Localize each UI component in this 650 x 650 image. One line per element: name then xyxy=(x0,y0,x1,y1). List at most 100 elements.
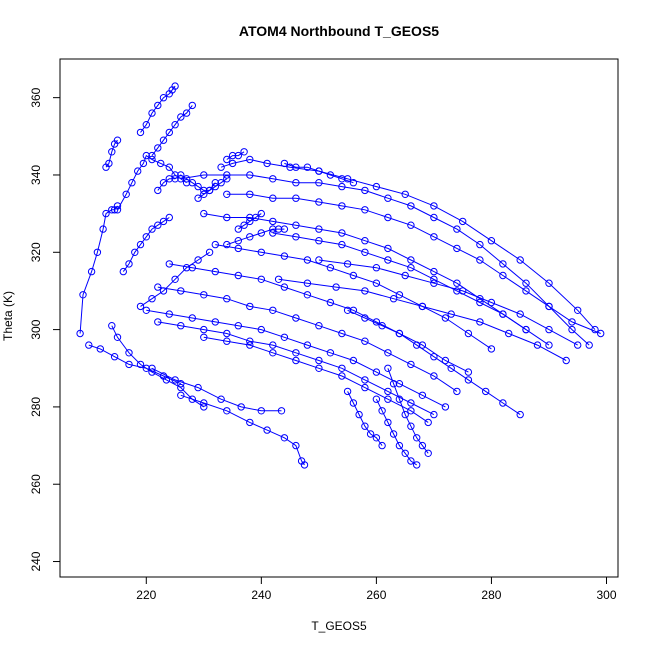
data-point xyxy=(108,206,116,214)
series-13 xyxy=(177,171,593,349)
data-point xyxy=(211,240,220,249)
data-point xyxy=(165,128,174,137)
series-21 xyxy=(154,318,438,419)
data-point xyxy=(499,310,507,318)
data-point xyxy=(453,387,461,396)
data-point xyxy=(154,283,162,291)
series-31 xyxy=(223,148,248,164)
data-point xyxy=(487,345,496,353)
data-point xyxy=(177,287,185,295)
data-point xyxy=(389,295,398,303)
data-point xyxy=(200,190,208,199)
data-point xyxy=(545,341,553,349)
data-point xyxy=(125,260,133,268)
data-point xyxy=(128,179,136,187)
data-point xyxy=(99,225,107,233)
data-point xyxy=(401,190,409,199)
data-point xyxy=(343,306,352,314)
data-point xyxy=(522,287,530,295)
series-line xyxy=(238,213,262,230)
data-point xyxy=(401,449,409,457)
data-point xyxy=(516,410,524,419)
data-point xyxy=(136,240,145,249)
data-point xyxy=(188,179,197,187)
x-tick-label: 300 xyxy=(596,588,616,602)
data-point xyxy=(315,179,323,187)
data-point xyxy=(274,275,283,283)
series-8 xyxy=(148,101,197,160)
data-point xyxy=(338,372,346,380)
data-point xyxy=(349,179,358,187)
data-point xyxy=(372,182,381,191)
data-point xyxy=(407,422,415,430)
data-point xyxy=(134,167,142,175)
data-point xyxy=(246,213,254,222)
data-point xyxy=(148,368,156,376)
data-point xyxy=(574,306,582,314)
data-point xyxy=(292,441,300,450)
data-point xyxy=(269,341,277,349)
data-point xyxy=(217,395,225,403)
data-point xyxy=(93,248,102,257)
series-30 xyxy=(234,209,265,233)
series-line xyxy=(157,286,458,392)
data-point xyxy=(349,356,358,365)
series-line xyxy=(284,162,354,184)
data-point xyxy=(217,163,225,171)
data-point xyxy=(407,399,415,407)
data-point xyxy=(223,240,231,249)
data-point xyxy=(315,364,323,372)
data-point xyxy=(418,391,427,399)
series-16 xyxy=(269,229,553,349)
data-point xyxy=(280,283,289,291)
data-point xyxy=(177,383,185,392)
data-point xyxy=(453,244,461,253)
data-point xyxy=(303,291,312,299)
data-point xyxy=(157,159,165,168)
data-point xyxy=(182,109,191,117)
data-point xyxy=(326,264,335,272)
data-point xyxy=(269,194,277,202)
data-point xyxy=(447,364,455,372)
data-point xyxy=(407,360,415,369)
data-point xyxy=(159,217,168,226)
x-tick-label: 280 xyxy=(481,588,501,602)
data-point xyxy=(154,221,162,229)
data-point xyxy=(177,171,185,179)
data-point xyxy=(159,136,168,144)
data-point xyxy=(154,186,162,195)
data-point xyxy=(499,271,507,280)
data-point xyxy=(372,368,381,376)
x-axis-label: T_GEOS5 xyxy=(311,619,367,633)
data-point xyxy=(194,256,202,264)
data-point xyxy=(171,121,179,129)
data-point xyxy=(246,302,254,311)
series-line xyxy=(157,321,435,416)
data-point xyxy=(234,322,243,330)
series-line xyxy=(347,391,383,446)
data-point xyxy=(263,426,271,434)
data-point xyxy=(171,175,179,183)
series-line xyxy=(375,398,417,466)
data-point xyxy=(263,159,271,168)
data-point xyxy=(338,182,346,191)
y-tick-label: 300 xyxy=(29,319,43,339)
data-point xyxy=(122,190,130,199)
data-point xyxy=(338,202,346,210)
data-point xyxy=(516,256,524,264)
series-4 xyxy=(148,364,286,415)
series-line xyxy=(180,174,590,346)
data-point xyxy=(119,267,128,276)
series-line xyxy=(88,344,182,385)
series-line xyxy=(347,309,521,416)
series-line xyxy=(79,205,118,334)
data-point xyxy=(441,356,450,365)
data-point xyxy=(349,271,358,280)
data-point xyxy=(292,163,300,171)
data-point xyxy=(361,376,369,384)
series-line xyxy=(151,367,282,412)
data-point xyxy=(407,407,415,415)
data-point xyxy=(246,171,254,179)
series-line xyxy=(226,228,285,246)
data-point xyxy=(142,151,151,160)
